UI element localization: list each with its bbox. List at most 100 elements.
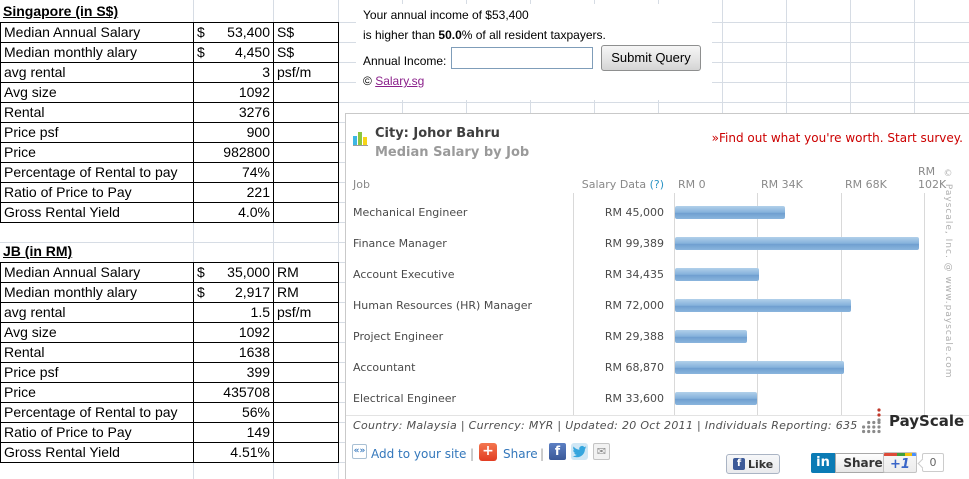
submit-query-button[interactable]: Submit Query [601, 45, 701, 71]
start-survey-link[interactable]: »Find out what you're worth. Start surve… [711, 131, 963, 145]
salary-sg-link[interactable]: Salary.sg [375, 74, 425, 88]
cell-value[interactable]: 1.5 [194, 303, 274, 322]
cell-label[interactable]: Median monthly alary [1, 43, 194, 62]
cell-value[interactable]: $4,450 [194, 43, 274, 62]
income-summary-line1: Your annual income of $53,400 [363, 8, 529, 22]
cell-unit[interactable] [274, 183, 338, 202]
cell-value[interactable]: 399 [194, 363, 274, 382]
cell-label[interactable]: avg rental [1, 63, 194, 82]
cell-label[interactable]: Median Annual Salary [1, 263, 194, 282]
line2-percent: 50.0 [438, 28, 462, 42]
cell-label[interactable]: Price [1, 383, 194, 402]
table-row: Price 982800 [0, 142, 339, 163]
cell-value[interactable]: 1638 [194, 343, 274, 362]
salary-bar [675, 237, 919, 250]
cell-value[interactable]: $2,917 [194, 283, 274, 302]
cell-label[interactable]: Avg size [1, 323, 194, 342]
cell-label[interactable]: Median monthly alary [1, 283, 194, 302]
payscale-logo[interactable]: PayScale [862, 406, 964, 436]
email-icon[interactable]: ✉ [593, 443, 610, 460]
cell-label[interactable]: Avg size [1, 83, 194, 102]
table-row: Rental 3276 [0, 102, 339, 123]
cell-value[interactable]: 3276 [194, 103, 274, 122]
facebook-icon[interactable]: f [549, 443, 566, 460]
cell-value[interactable]: $53,400 [194, 23, 274, 42]
cell-label[interactable]: Price psf [1, 363, 194, 382]
share-link[interactable]: Share [503, 447, 538, 461]
cell-value[interactable]: 982800 [194, 143, 274, 162]
addthis-share-icon[interactable]: + [479, 443, 497, 461]
add-to-your-site-link[interactable]: Add to your site [371, 447, 467, 461]
cell-label[interactable]: Ratio of Price to Pay [1, 423, 194, 442]
cell-unit[interactable]: psf/m [277, 64, 312, 80]
google-plus-one-button[interactable]: +1 [883, 452, 917, 473]
cell-unit[interactable] [274, 203, 338, 222]
cell-label[interactable]: Ratio of Price to Pay [1, 183, 194, 202]
cell-unit[interactable] [274, 343, 338, 362]
cell-value[interactable]: 900 [194, 123, 274, 142]
job-label: Finance Manager [353, 237, 447, 250]
cell-unit[interactable] [274, 323, 338, 342]
help-link[interactable]: (?) [649, 178, 664, 191]
cell-label[interactable]: Gross Rental Yield [1, 203, 194, 222]
cell-label[interactable]: Rental [1, 343, 194, 362]
cell-unit[interactable] [274, 443, 338, 462]
cell-value[interactable]: $35,000 [194, 263, 274, 282]
cell-unit[interactable] [274, 163, 338, 182]
job-label: Mechanical Engineer [353, 206, 468, 219]
cell-unit[interactable] [274, 423, 338, 442]
widget-subtitle: Median Salary by Job [375, 145, 530, 160]
cell-unit[interactable] [274, 403, 338, 422]
cell-value[interactable]: 56% [194, 403, 274, 422]
cell-value[interactable]: 4.0% [194, 203, 274, 222]
embed-code-icon[interactable]: «» [352, 444, 367, 459]
cell-value[interactable]: 74% [194, 163, 274, 182]
linkedin-share-button[interactable]: in Share [811, 453, 891, 473]
cell-label[interactable]: Rental [1, 103, 194, 122]
cell-unit[interactable] [274, 103, 338, 122]
salary-value: RM 34,435 [604, 268, 664, 281]
cell-unit[interactable]: psf/m [277, 304, 312, 320]
cell-unit[interactable]: RM [277, 264, 299, 280]
cell-label[interactable]: Median Annual Salary [1, 23, 194, 42]
cell-label[interactable]: avg rental [1, 303, 194, 322]
cell-label[interactable]: Price psf [1, 123, 194, 142]
salary-bar [675, 361, 844, 374]
cell-unit[interactable]: S$ [277, 24, 295, 40]
cell-unit[interactable] [274, 83, 338, 102]
excel-gridline [273, 0, 274, 479]
line2-prefix: is higher than [363, 28, 439, 42]
cell-unit[interactable] [274, 363, 338, 382]
cell-value[interactable]: 149 [194, 423, 274, 442]
cell-label[interactable]: Percentage of Rental to pay [1, 163, 194, 182]
cell-unit[interactable]: S$ [277, 44, 295, 60]
cell-value[interactable]: 1092 [194, 323, 274, 342]
facebook-like-button[interactable]: f Like [726, 454, 781, 474]
cell-unit[interactable] [274, 123, 338, 142]
table-title: JB (in RM) [3, 243, 73, 259]
counter-value: 0 [929, 456, 937, 469]
salary-sg-widget: Your annual income of $53,400 is higher … [356, 4, 712, 100]
cell-value-text: 435708 [223, 384, 270, 400]
annual-income-input[interactable] [451, 47, 593, 69]
cell-label[interactable]: Price [1, 143, 194, 162]
plus-one-color-stripe [884, 453, 916, 456]
cell-value[interactable]: 3 [194, 63, 274, 82]
cell-value-text: 3276 [238, 104, 270, 120]
cell-unit[interactable]: RM [277, 284, 299, 300]
plus-one-counter: 0 [917, 453, 944, 472]
table-row: Price 435708 [0, 382, 339, 403]
cell-value[interactable]: 4.51% [194, 443, 274, 462]
cell-value-text: 900 [246, 124, 270, 140]
cell-label[interactable]: Gross Rental Yield [1, 443, 194, 462]
cell-unit[interactable] [274, 143, 338, 162]
cell-value[interactable]: 1092 [194, 83, 274, 102]
cell-value[interactable]: 435708 [194, 383, 274, 402]
cell-value[interactable]: 221 [194, 183, 274, 202]
chart-bottom-divider [346, 415, 969, 416]
twitter-icon[interactable] [571, 443, 588, 460]
table-row: Gross Rental Yield 4.51% [0, 442, 339, 463]
cell-value-text: 35,000 [227, 264, 270, 280]
cell-label[interactable]: Percentage of Rental to pay [1, 403, 194, 422]
cell-unit[interactable] [274, 383, 338, 402]
